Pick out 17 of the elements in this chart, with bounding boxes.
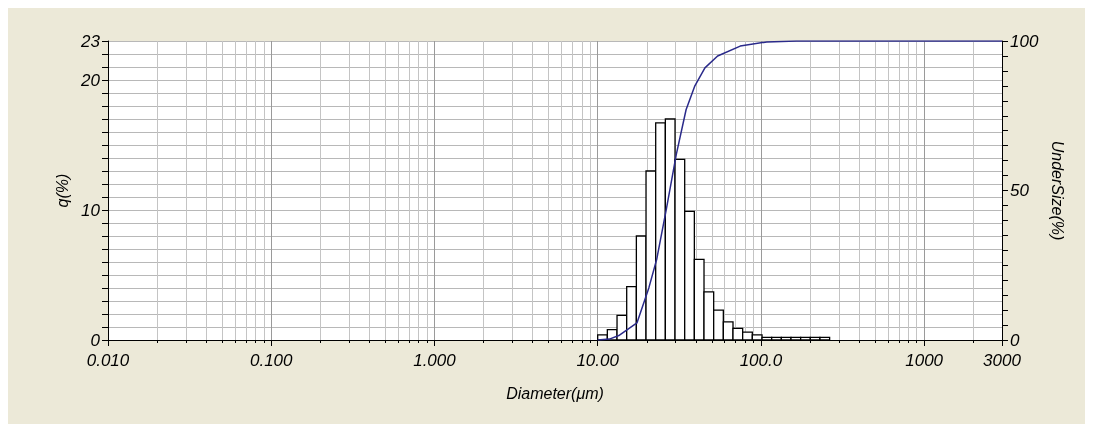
x-tick-label: 3000 xyxy=(983,351,1022,370)
y-tick-label: 20 xyxy=(80,70,101,90)
x-tick-label: 100.0 xyxy=(739,351,783,370)
x-tick-label: 0.010 xyxy=(86,351,130,370)
y2-axis-title: UnderSize(%) xyxy=(1048,140,1066,241)
y2-tick-label: 0 xyxy=(1010,330,1020,350)
x-axis-title: Diameter(μm) xyxy=(506,384,604,402)
y-tick-label: 23 xyxy=(80,31,101,51)
y-axis-title: q(%) xyxy=(53,173,71,208)
y-tick-label: 10 xyxy=(81,200,101,220)
y-tick-label: 0 xyxy=(90,330,101,350)
x-tick-label: 10.00 xyxy=(576,351,620,370)
y2-tick-label: 50 xyxy=(1010,181,1030,200)
x-tick-label: 0.100 xyxy=(249,351,294,370)
y2-tick-label: 100 xyxy=(1010,31,1039,51)
x-tick-label: 1.000 xyxy=(413,351,457,370)
x-tick-label: 1000 xyxy=(905,351,944,370)
